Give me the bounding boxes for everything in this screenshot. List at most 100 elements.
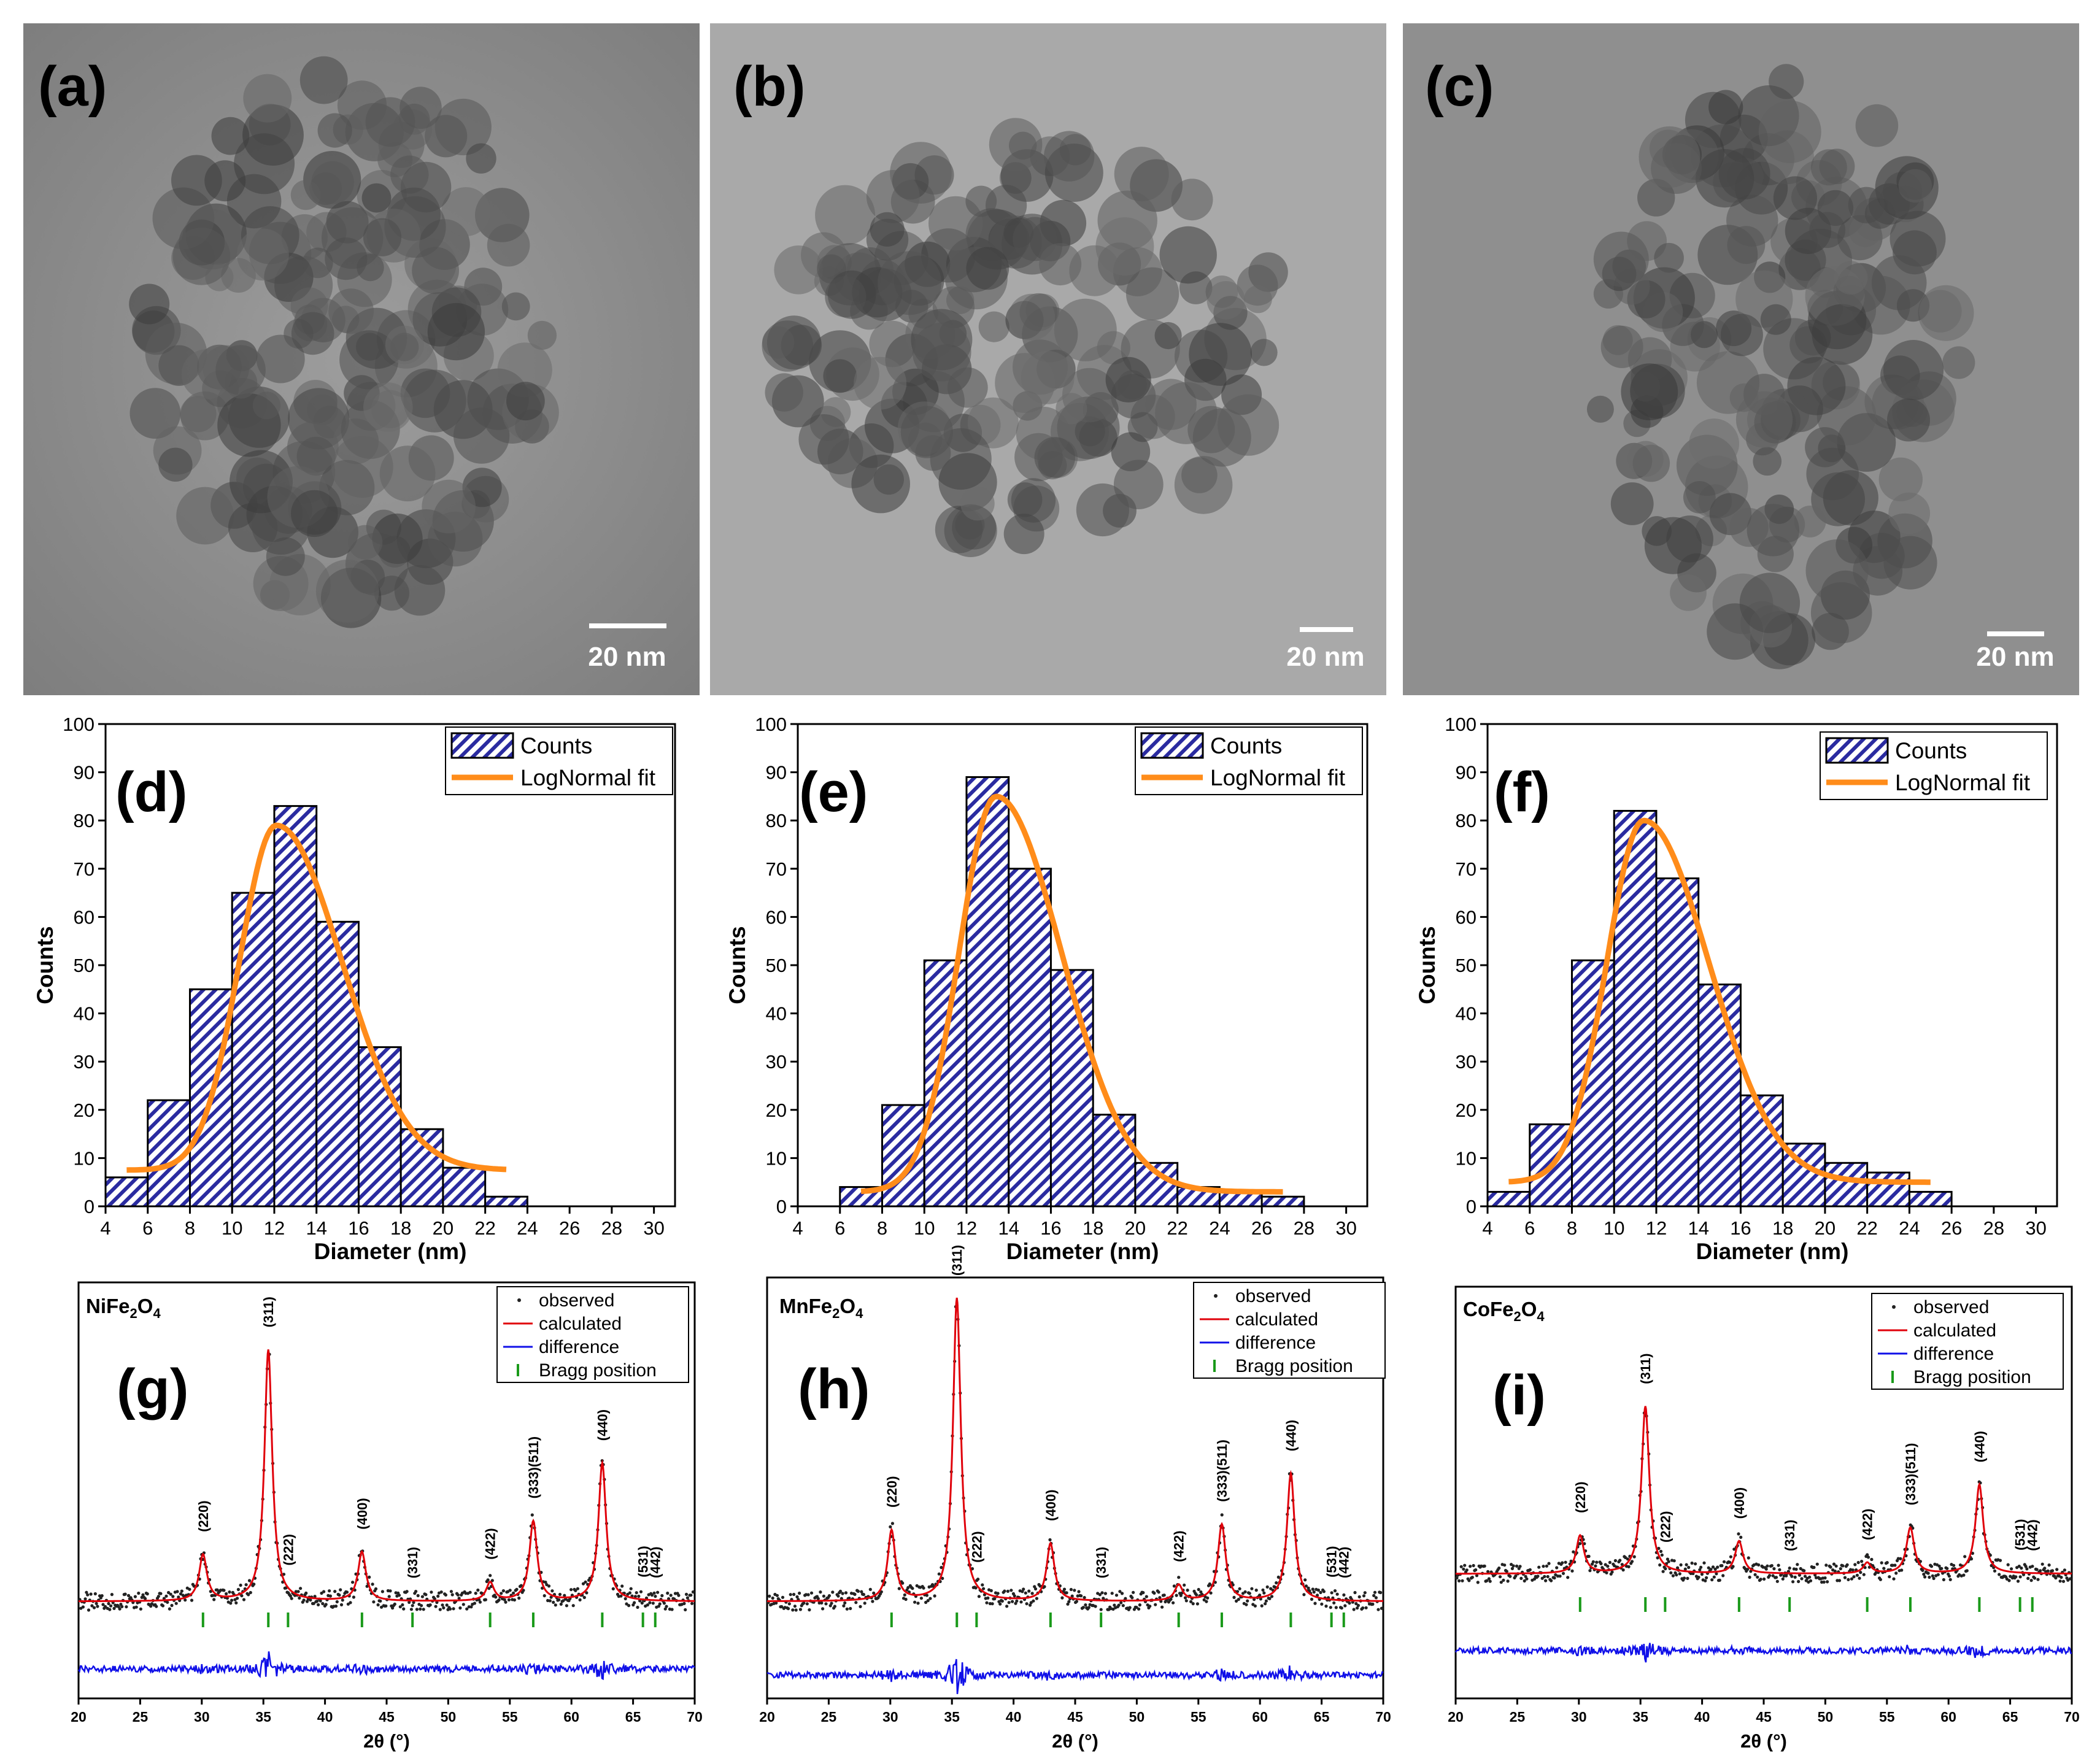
observed-point	[1676, 1566, 1680, 1570]
histogram-e: 4 6 8 10 12 14 16 18 20 22 24 26 28 30 0 10 20 30 40 50 60 70…	[725, 714, 1368, 1264]
nanoparticle	[1729, 383, 1759, 412]
observed-point	[1354, 1601, 1358, 1606]
observed-point	[391, 1606, 395, 1610]
observed-point	[820, 1601, 824, 1605]
panel-label: (h)	[798, 1358, 870, 1420]
observed-point	[1815, 1562, 1819, 1566]
observed-point	[156, 1595, 160, 1598]
observed-point	[677, 1593, 681, 1597]
compound-subscript: 4	[855, 1306, 863, 1321]
observed-point	[816, 1597, 820, 1600]
observed-point	[667, 1597, 671, 1601]
legend-box	[1871, 1293, 2064, 1390]
x-tick-label: 20	[1815, 1217, 1836, 1239]
y-tick-label: 20	[766, 1100, 787, 1121]
panel-label: (g)	[117, 1358, 188, 1420]
observed-point	[2046, 1569, 2050, 1573]
x-tick-label: 70	[1375, 1709, 1391, 1725]
observed-point	[1475, 1574, 1479, 1578]
observed-point	[1829, 1565, 1832, 1569]
observed-point	[458, 1606, 462, 1610]
nanoparticle	[307, 394, 338, 425]
hkl-label: (331)	[405, 1547, 420, 1578]
observed-point	[817, 1601, 821, 1605]
x-axis-title: Diameter (nm)	[314, 1239, 467, 1264]
observed-point	[1162, 1593, 1166, 1597]
observed-point	[1729, 1555, 1732, 1559]
x-tick-label: 16	[348, 1217, 369, 1239]
observed-point	[1316, 1593, 1319, 1597]
panel-label: (f)	[1494, 761, 1550, 823]
hkl-label: (333)(511)	[526, 1436, 541, 1499]
observed-point	[1824, 1563, 1828, 1567]
observed-point	[1672, 1559, 1676, 1563]
histogram-bar	[1655, 877, 1700, 1208]
observed-point	[1822, 1580, 1826, 1584]
observed-point	[1797, 1579, 1801, 1584]
observed-point	[1261, 1588, 1265, 1592]
y-tick-label: 100	[755, 714, 787, 735]
observed-point	[1610, 1570, 1614, 1574]
observed-point	[845, 1607, 849, 1611]
observed-point	[844, 1591, 848, 1595]
observed-point	[822, 1594, 825, 1598]
observed-point	[1936, 1573, 1940, 1576]
nanoparticle	[1206, 281, 1245, 320]
hkl-label: (442)	[648, 1547, 663, 1578]
observed-point	[1508, 1574, 1512, 1578]
observed-point	[449, 1590, 454, 1593]
observed-point	[977, 1595, 981, 1598]
observed-point	[2050, 1569, 2055, 1573]
observed-point	[550, 1589, 554, 1593]
observed-point	[1302, 1593, 1306, 1597]
observed-point	[83, 1597, 87, 1601]
scale-bar-label: 20 nm	[1286, 642, 1364, 672]
observed-point	[422, 1608, 425, 1611]
nanoparticle	[1805, 539, 1869, 603]
observed-point	[1372, 1593, 1376, 1597]
observed-point	[836, 1594, 840, 1598]
observed-point	[1065, 1591, 1068, 1595]
nanoparticle	[527, 320, 557, 350]
compound-label: CoFe2O4	[1463, 1298, 1545, 1324]
observed-point	[2061, 1579, 2066, 1583]
observed-point	[420, 1604, 423, 1608]
observed-point	[228, 1590, 231, 1594]
observed-point	[1627, 1565, 1631, 1568]
observed-point	[1814, 1576, 1818, 1579]
observed-point	[1888, 1575, 1891, 1579]
observed-point	[1893, 1563, 1897, 1567]
observed-point	[177, 1595, 180, 1599]
observed-point	[1728, 1560, 1732, 1564]
observed-point	[2068, 1577, 2072, 1581]
x-tick-label: 60	[563, 1709, 579, 1725]
observed-point	[1485, 1579, 1489, 1582]
nanoparticle	[1586, 395, 1614, 423]
nanoparticle	[912, 322, 971, 382]
observed-point	[1704, 1579, 1707, 1582]
observed-point	[771, 1596, 774, 1600]
x-tick-label: 22	[1856, 1217, 1877, 1239]
observed-point	[982, 1587, 986, 1590]
hkl-label: (422)	[483, 1528, 498, 1559]
observed-point	[2017, 1565, 2021, 1568]
observed-point	[1081, 1606, 1085, 1609]
observed-point	[100, 1594, 104, 1598]
observed-point	[665, 1605, 668, 1608]
observed-point	[1324, 1605, 1328, 1608]
nanoparticle	[1125, 267, 1179, 320]
observed-point	[1608, 1560, 1612, 1564]
observed-point	[862, 1593, 865, 1597]
observed-point	[1264, 1602, 1267, 1606]
observed-point	[1837, 1579, 1842, 1582]
observed-point	[2025, 1567, 2029, 1571]
observed-point	[1561, 1571, 1565, 1575]
compound-subscript: 4	[153, 1306, 161, 1321]
hkl-label: (222)	[969, 1531, 984, 1562]
nanoparticle	[453, 407, 510, 464]
observed-point	[409, 1608, 414, 1611]
observed-point	[557, 1598, 561, 1601]
x-tick-label: 35	[255, 1709, 271, 1725]
observed-point	[420, 1595, 425, 1598]
observed-point	[1899, 1557, 1902, 1560]
